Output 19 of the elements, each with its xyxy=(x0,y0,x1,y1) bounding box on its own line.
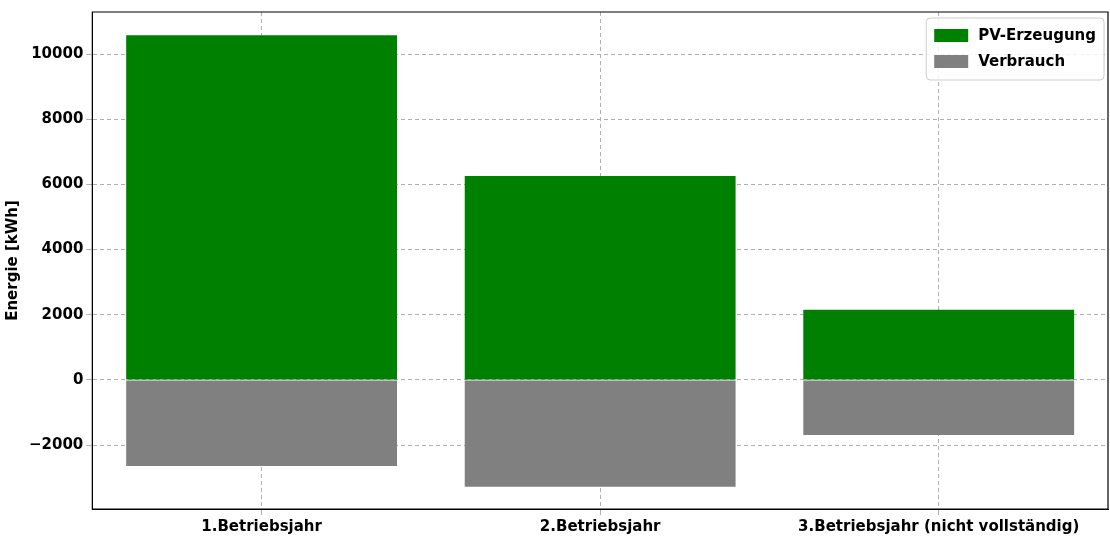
y-tick-label: 6000 xyxy=(41,174,84,193)
y-tick-label: 4000 xyxy=(41,239,84,258)
legend-label: PV-Erzeugung xyxy=(978,25,1096,44)
y-tick-label: 2000 xyxy=(41,304,84,323)
bar xyxy=(464,380,736,487)
bar xyxy=(464,175,736,380)
y-axis-title: Energie [kWh] xyxy=(2,200,21,321)
bar xyxy=(126,380,398,466)
x-tick-label: 1.Betriebsjahr xyxy=(201,516,323,535)
y-tick-label: −2000 xyxy=(28,435,84,454)
bar xyxy=(803,380,1075,436)
x-tick-label: 3.Betriebsjahr (nicht vollständig) xyxy=(798,516,1080,535)
bar xyxy=(803,309,1075,380)
legend-label: Verbrauch xyxy=(978,51,1066,70)
x-tick-label: 2.Betriebsjahr xyxy=(539,516,662,535)
bar xyxy=(126,35,398,380)
y-tick-label: 0 xyxy=(72,369,84,388)
y-tick-label: 10000 xyxy=(31,43,84,62)
y-tick-label: 8000 xyxy=(41,109,84,128)
